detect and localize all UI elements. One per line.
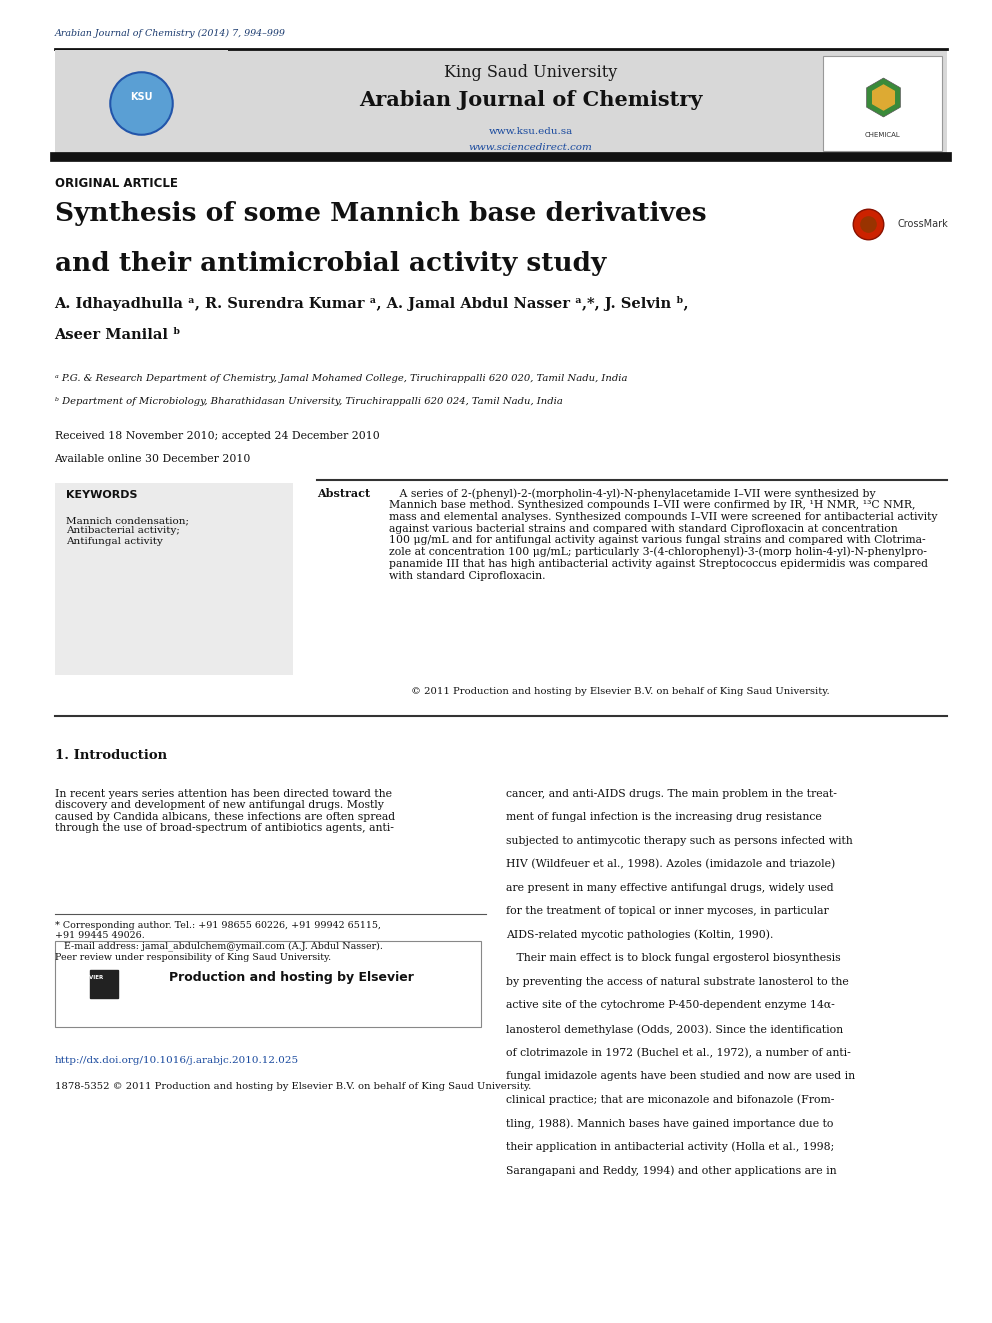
Text: lanosterol demethylase (Odds, 2003). Since the identification: lanosterol demethylase (Odds, 2003). Sin… xyxy=(506,1024,843,1035)
Text: KEYWORDS: KEYWORDS xyxy=(66,490,138,500)
Text: ORIGINAL ARTICLE: ORIGINAL ARTICLE xyxy=(55,177,178,191)
Text: A series of 2-(phenyl)-2-(morpholin-4-yl)-N-phenylacetamide I–VII were synthesiz: A series of 2-(phenyl)-2-(morpholin-4-yl… xyxy=(389,488,937,581)
Text: Synthesis of some Mannich base derivatives: Synthesis of some Mannich base derivativ… xyxy=(55,201,706,226)
Text: of clotrimazole in 1972 (Buchel et al., 1972), a number of anti-: of clotrimazole in 1972 (Buchel et al., … xyxy=(506,1048,851,1058)
Text: HIV (Wildfeuer et al., 1998). Azoles (imidazole and triazole): HIV (Wildfeuer et al., 1998). Azoles (im… xyxy=(506,859,835,869)
Text: In recent years series attention has been directed toward the
discovery and deve: In recent years series attention has bee… xyxy=(55,789,395,833)
Text: their application in antibacterial activity (Holla et al., 1998;: their application in antibacterial activ… xyxy=(506,1142,834,1152)
Text: www.ksu.edu.sa: www.ksu.edu.sa xyxy=(489,127,572,136)
Text: © 2011 Production and hosting by Elsevier B.V. on behalf of King Saud University: © 2011 Production and hosting by Elsevie… xyxy=(411,687,829,696)
Text: tling, 1988). Mannich bases have gained importance due to: tling, 1988). Mannich bases have gained … xyxy=(506,1118,833,1129)
Text: ELSEVIER: ELSEVIER xyxy=(74,975,103,979)
Text: Available online 30 December 2010: Available online 30 December 2010 xyxy=(55,454,251,464)
Text: ᵇ Department of Microbiology, Bharathidasan University, Tiruchirappalli 620 024,: ᵇ Department of Microbiology, Bharathida… xyxy=(55,397,562,406)
Text: by preventing the access of natural substrate lanosterol to the: by preventing the access of natural subs… xyxy=(506,976,849,987)
Text: Aseer Manilal ᵇ: Aseer Manilal ᵇ xyxy=(55,328,181,343)
Text: CHEMICAL: CHEMICAL xyxy=(865,131,901,138)
Text: cancer, and anti-AIDS drugs. The main problem in the treat-: cancer, and anti-AIDS drugs. The main pr… xyxy=(506,789,837,799)
Bar xyxy=(55,483,293,675)
Text: Their main effect is to block fungal ergosterol biosynthesis: Their main effect is to block fungal erg… xyxy=(506,954,840,963)
Text: are present in many effective antifungal drugs, widely used: are present in many effective antifungal… xyxy=(506,882,833,893)
Text: fungal imidazole agents have been studied and now are used in: fungal imidazole agents have been studie… xyxy=(506,1072,855,1081)
Text: ment of fungal infection is the increasing drug resistance: ment of fungal infection is the increasi… xyxy=(506,812,821,822)
Bar xyxy=(823,56,942,151)
Text: CrossMark: CrossMark xyxy=(898,218,948,229)
Text: 1878-5352 © 2011 Production and hosting by Elsevier B.V. on behalf of King Saud : 1878-5352 © 2011 Production and hosting … xyxy=(55,1082,531,1091)
Text: for the treatment of topical or inner mycoses, in particular: for the treatment of topical or inner my… xyxy=(506,906,828,917)
Text: active site of the cytochrome P-450-dependent enzyme 14α-: active site of the cytochrome P-450-depe… xyxy=(506,1000,834,1011)
Bar xyxy=(55,941,481,1027)
Text: Abstract: Abstract xyxy=(317,488,371,499)
Text: www.sciencedirect.com: www.sciencedirect.com xyxy=(469,143,592,152)
Text: Arabian Journal of Chemistry: Arabian Journal of Chemistry xyxy=(359,90,702,110)
Text: and their antimicrobial activity study: and their antimicrobial activity study xyxy=(55,251,606,277)
Text: Arabian Journal of Chemistry (2014) 7, 994–999: Arabian Journal of Chemistry (2014) 7, 9… xyxy=(55,29,286,38)
Text: Production and hosting by Elsevier: Production and hosting by Elsevier xyxy=(169,971,414,983)
Text: clinical practice; that are miconazole and bifonazole (From-: clinical practice; that are miconazole a… xyxy=(506,1094,834,1105)
Text: * Corresponding author. Tel.: +91 98655 60226, +91 99942 65115,
+91 99445 49026.: * Corresponding author. Tel.: +91 98655 … xyxy=(55,921,383,962)
Text: Received 18 November 2010; accepted 24 December 2010: Received 18 November 2010; accepted 24 D… xyxy=(55,431,379,442)
Text: Mannich condensation;
Antibacterial activity;
Antifungal activity: Mannich condensation; Antibacterial acti… xyxy=(66,516,189,546)
Text: A. Idhayadhulla ᵃ, R. Surendra Kumar ᵃ, A. Jamal Abdul Nasser ᵃ,*, J. Selvin ᵇ,: A. Idhayadhulla ᵃ, R. Surendra Kumar ᵃ, … xyxy=(55,296,689,311)
Text: Sarangapani and Reddy, 1994) and other applications are in: Sarangapani and Reddy, 1994) and other a… xyxy=(506,1166,836,1176)
Text: King Saud University: King Saud University xyxy=(444,64,617,81)
Bar xyxy=(55,50,228,156)
Text: AIDS-related mycotic pathologies (Koltin, 1990).: AIDS-related mycotic pathologies (Koltin… xyxy=(506,930,774,941)
Text: http://dx.doi.org/10.1016/j.arabjc.2010.12.025: http://dx.doi.org/10.1016/j.arabjc.2010.… xyxy=(55,1056,299,1065)
Text: 1. Introduction: 1. Introduction xyxy=(55,749,167,762)
Text: subjected to antimycotic therapy such as persons infected with: subjected to antimycotic therapy such as… xyxy=(506,836,853,845)
Text: ᵃ P.G. & Research Department of Chemistry, Jamal Mohamed College, Tiruchirappall: ᵃ P.G. & Research Department of Chemistr… xyxy=(55,374,627,384)
Bar xyxy=(55,50,947,156)
Text: KSU: KSU xyxy=(130,91,153,102)
